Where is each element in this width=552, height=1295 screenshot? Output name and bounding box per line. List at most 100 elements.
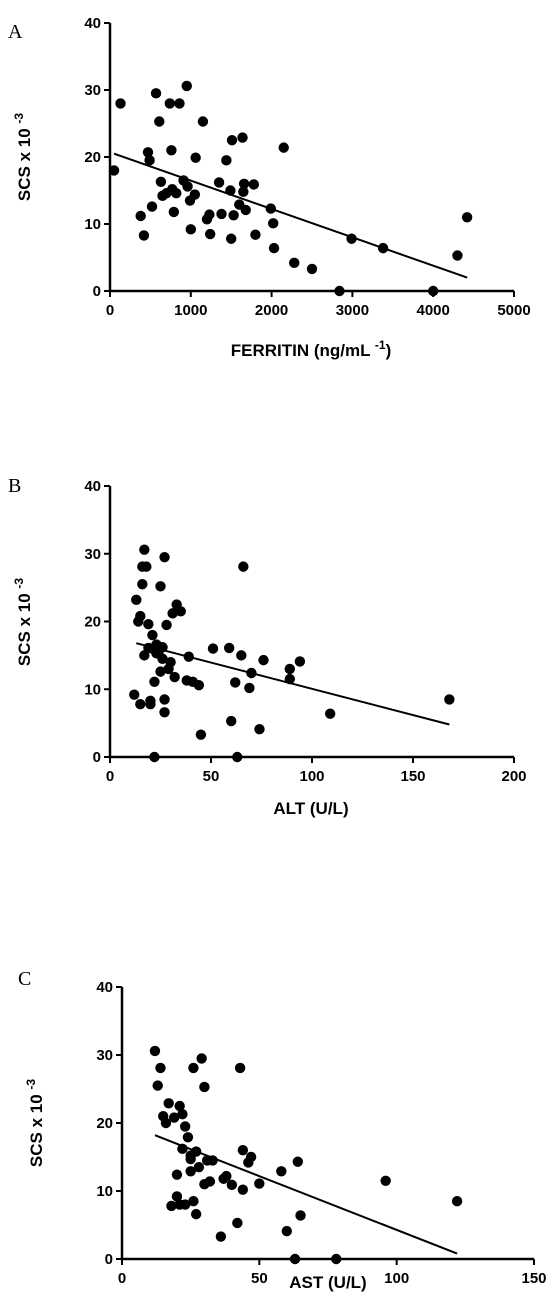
y-tick-label: 40 xyxy=(84,478,101,495)
data-point xyxy=(137,579,148,590)
data-point xyxy=(188,1196,199,1207)
data-point xyxy=(149,676,160,687)
data-point xyxy=(171,187,182,199)
data-point xyxy=(268,242,280,254)
y-axis-title: SCS x 10 -3 xyxy=(12,578,34,666)
data-point xyxy=(165,656,176,668)
data-point xyxy=(226,1179,238,1191)
x-tick-label: 200 xyxy=(501,768,526,785)
data-point xyxy=(144,155,155,166)
data-point xyxy=(157,642,168,653)
data-point xyxy=(138,230,150,241)
data-point xyxy=(236,650,247,661)
data-point xyxy=(284,673,295,685)
data-point xyxy=(228,210,239,221)
x-axis-title: ALT (U/L) xyxy=(273,799,348,818)
data-point xyxy=(265,203,276,214)
data-point xyxy=(190,152,201,163)
data-point xyxy=(238,561,249,572)
data-point xyxy=(160,1117,172,1129)
data-point xyxy=(452,250,463,261)
y-axis-title: SCS x 10 -3 xyxy=(24,1079,46,1167)
data-point xyxy=(171,1169,183,1180)
data-point xyxy=(141,561,152,572)
y-tick-label: 30 xyxy=(84,546,101,563)
y-tick-label: 30 xyxy=(96,1047,113,1064)
data-point xyxy=(131,594,142,606)
data-point xyxy=(444,694,455,705)
data-point xyxy=(195,729,207,740)
data-point xyxy=(254,1178,265,1189)
data-point xyxy=(182,181,193,192)
data-point xyxy=(149,751,160,763)
data-point xyxy=(377,242,389,254)
y-tick-label: 20 xyxy=(84,149,101,166)
data-point xyxy=(174,1100,185,1112)
data-point xyxy=(167,608,178,619)
data-point xyxy=(226,135,238,146)
data-point xyxy=(182,1132,194,1143)
data-point xyxy=(193,1162,205,1173)
data-point xyxy=(175,606,186,617)
data-point xyxy=(240,204,251,216)
data-point xyxy=(185,1153,196,1165)
x-tick-label: 3000 xyxy=(336,302,369,319)
data-point xyxy=(185,224,196,235)
data-point xyxy=(254,724,265,735)
data-point xyxy=(461,212,473,223)
x-tick-label: 50 xyxy=(203,768,220,785)
data-point xyxy=(143,619,154,630)
panel-letter: B xyxy=(8,475,21,497)
data-point xyxy=(281,1225,292,1237)
data-point xyxy=(204,209,215,220)
data-point xyxy=(223,642,235,654)
data-point xyxy=(188,1062,199,1074)
y-tick-label: 10 xyxy=(84,216,101,233)
x-axis-title: FERRITIN (ng/mL -1) xyxy=(231,338,392,360)
data-point xyxy=(278,142,289,153)
data-point xyxy=(234,1062,246,1074)
data-point xyxy=(152,1080,163,1091)
data-point xyxy=(221,155,232,166)
data-point xyxy=(226,715,237,727)
data-point xyxy=(190,1208,202,1220)
chart-panel-b: B 0 50 100 150 200 0 10 20 30 40 ALT (U/L) SCS x 10 … xyxy=(8,475,527,818)
data-point xyxy=(159,707,170,718)
data-point xyxy=(294,656,306,667)
data-point xyxy=(244,682,255,694)
data-point xyxy=(232,1217,243,1229)
data-point xyxy=(250,229,261,240)
data-point xyxy=(196,1053,207,1064)
chart-panel-c: C 0 50 100 150 0 10 20 30 40 AST (U/L) SCS x 10 -3 xyxy=(18,968,547,1292)
chart-panel-a: A 0 1000 2000 3000 4000 5000 0 10 20 30 40 FERRITIN … xyxy=(8,15,531,360)
data-point xyxy=(164,98,175,109)
data-point xyxy=(334,285,345,297)
data-point xyxy=(155,581,166,592)
data-point xyxy=(232,751,243,763)
data-point xyxy=(135,698,146,710)
data-point xyxy=(159,694,170,705)
data-point xyxy=(159,551,170,563)
data-point xyxy=(207,643,219,654)
y-tick-label: 10 xyxy=(84,681,101,698)
x-tick-label: 100 xyxy=(299,768,324,785)
data-point xyxy=(221,1170,232,1182)
x-tick-label: 4000 xyxy=(417,302,450,319)
y-tick-label: 30 xyxy=(84,82,101,99)
y-tick-label: 40 xyxy=(96,979,113,996)
data-point xyxy=(166,1200,177,1212)
data-point xyxy=(177,1108,188,1120)
data-point xyxy=(428,285,439,297)
data-point xyxy=(163,1098,174,1109)
data-point xyxy=(248,179,260,190)
panel-letter: A xyxy=(8,21,23,43)
data-point xyxy=(268,218,279,229)
data-point xyxy=(168,1112,180,1123)
data-point xyxy=(149,1045,161,1057)
data-point xyxy=(135,210,146,222)
data-point xyxy=(108,165,120,176)
data-point xyxy=(237,132,248,143)
data-point xyxy=(179,1121,191,1132)
data-point xyxy=(155,666,166,677)
data-point xyxy=(190,1146,202,1157)
